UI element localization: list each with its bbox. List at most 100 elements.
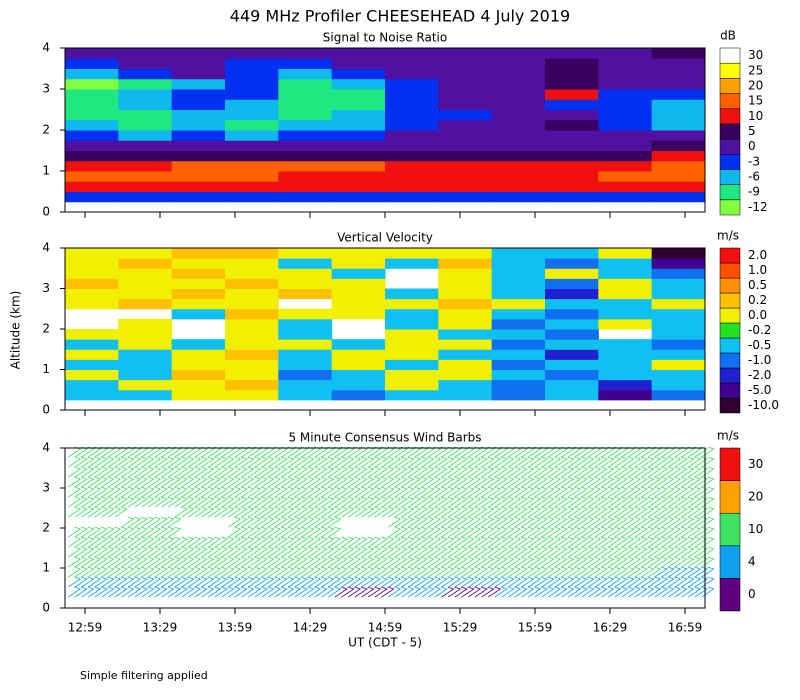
heatmap-cell [118,389,173,401]
heatmap-cell [545,119,599,131]
wind-barb [654,566,715,578]
heatmap-cell [438,119,493,131]
wind-barb [494,486,555,498]
heatmap-cell [331,150,386,162]
heatmap-cell [171,68,226,80]
heatmap-cell [65,359,119,370]
wind-barb [601,556,662,568]
heatmap-cell [491,78,546,90]
wind-barb [68,576,128,588]
heatmap-cell [118,89,173,100]
wind-barb [174,566,235,578]
heatmap-cell [545,298,599,310]
heatmap-cell [225,318,279,330]
heatmap-cell [278,308,333,320]
wind-barb [388,576,448,588]
heatmap-cell [491,171,546,182]
heatmap-cell [438,258,493,269]
wind-barb [548,486,608,498]
wind-barb [494,456,555,468]
colorbar-box [719,447,741,481]
colorbar-label: 0 [748,587,756,601]
heatmap-cell [65,298,119,310]
heatmap-cell [278,78,333,90]
heatmap-cell [438,288,493,300]
heatmap-cell [598,181,653,192]
wind-barb [68,526,128,538]
wind-barb [228,576,288,588]
heatmap-cell [171,379,226,391]
x-tick-label: 16:59 [668,621,703,635]
heatmap-cell [331,369,386,381]
heatmap-cell [598,191,653,203]
heatmap-cell [171,78,226,90]
heatmap-cell [118,150,173,162]
heatmap-cell [598,171,653,182]
y-tick-label: 0 [42,403,50,417]
heatmap-cell [438,89,493,100]
colorbar-box [719,108,741,125]
heatmap-cell [278,160,333,172]
heatmap-cell [118,329,173,340]
wind-barb [494,516,555,528]
y-tick-label: 2 [42,322,50,336]
heatmap-cell [385,308,439,320]
heatmap-cell [598,339,653,350]
colorbar-box [719,199,741,216]
wind-barb [601,566,662,578]
heatmap-cell [225,99,279,110]
heatmap-cell [118,339,173,350]
heatmap-cell [438,268,493,279]
heatmap-cell [225,389,279,401]
heatmap-cell [118,288,173,300]
heatmap-cell [598,278,653,289]
wind-barb [121,446,182,458]
heatmap-cell [385,379,439,391]
heatmap-cell [438,78,493,90]
y-tick-label: 2 [42,123,50,137]
colorbar-box [719,184,741,201]
wind-barb [174,536,235,548]
heatmap-cell [171,288,226,300]
heatmap-cell [225,268,279,279]
heatmap-cell [385,359,439,370]
y-tick-label: 0 [42,205,50,219]
heatmap-cell [65,248,119,259]
heatmap-cell [225,278,279,289]
heatmap-cell [171,181,226,192]
heatmap-cell [118,349,173,360]
heatmap-cell [491,318,546,330]
heatmap-cell [278,278,333,289]
wind-barb [494,566,555,578]
heatmap-cell [385,339,439,350]
wind-barb [68,456,128,468]
heatmap-cell [65,171,119,182]
wind-barb [334,466,395,478]
heatmap-cell [491,191,546,203]
heatmap-cell [598,359,653,370]
wind-barb [548,466,608,478]
heatmap-cell [331,349,386,360]
heatmap-cell [171,268,226,279]
heatmap-cell [545,58,599,69]
heatmap-cell [651,268,706,279]
wind-barb [441,576,502,588]
heatmap-cell [171,89,226,100]
heatmap-cell [438,171,493,182]
heatmap-cell [385,160,439,172]
heatmap-cell [438,349,493,360]
heatmap-cell [225,298,279,310]
y-tick-label: 1 [42,561,50,575]
heatmap-cell [545,181,599,192]
x-tick-label: 16:29 [593,621,628,635]
heatmap-cell [598,318,653,330]
wind-barb [441,536,502,548]
heatmap-cell [278,89,333,100]
heatmap-cell [385,288,439,300]
heatmap-cell [438,278,493,289]
heatmap-cell [385,109,439,121]
wind-barb [548,496,608,508]
heatmap-cell [545,68,599,80]
colorbar-box [719,322,741,339]
heatmap-cell [331,359,386,370]
